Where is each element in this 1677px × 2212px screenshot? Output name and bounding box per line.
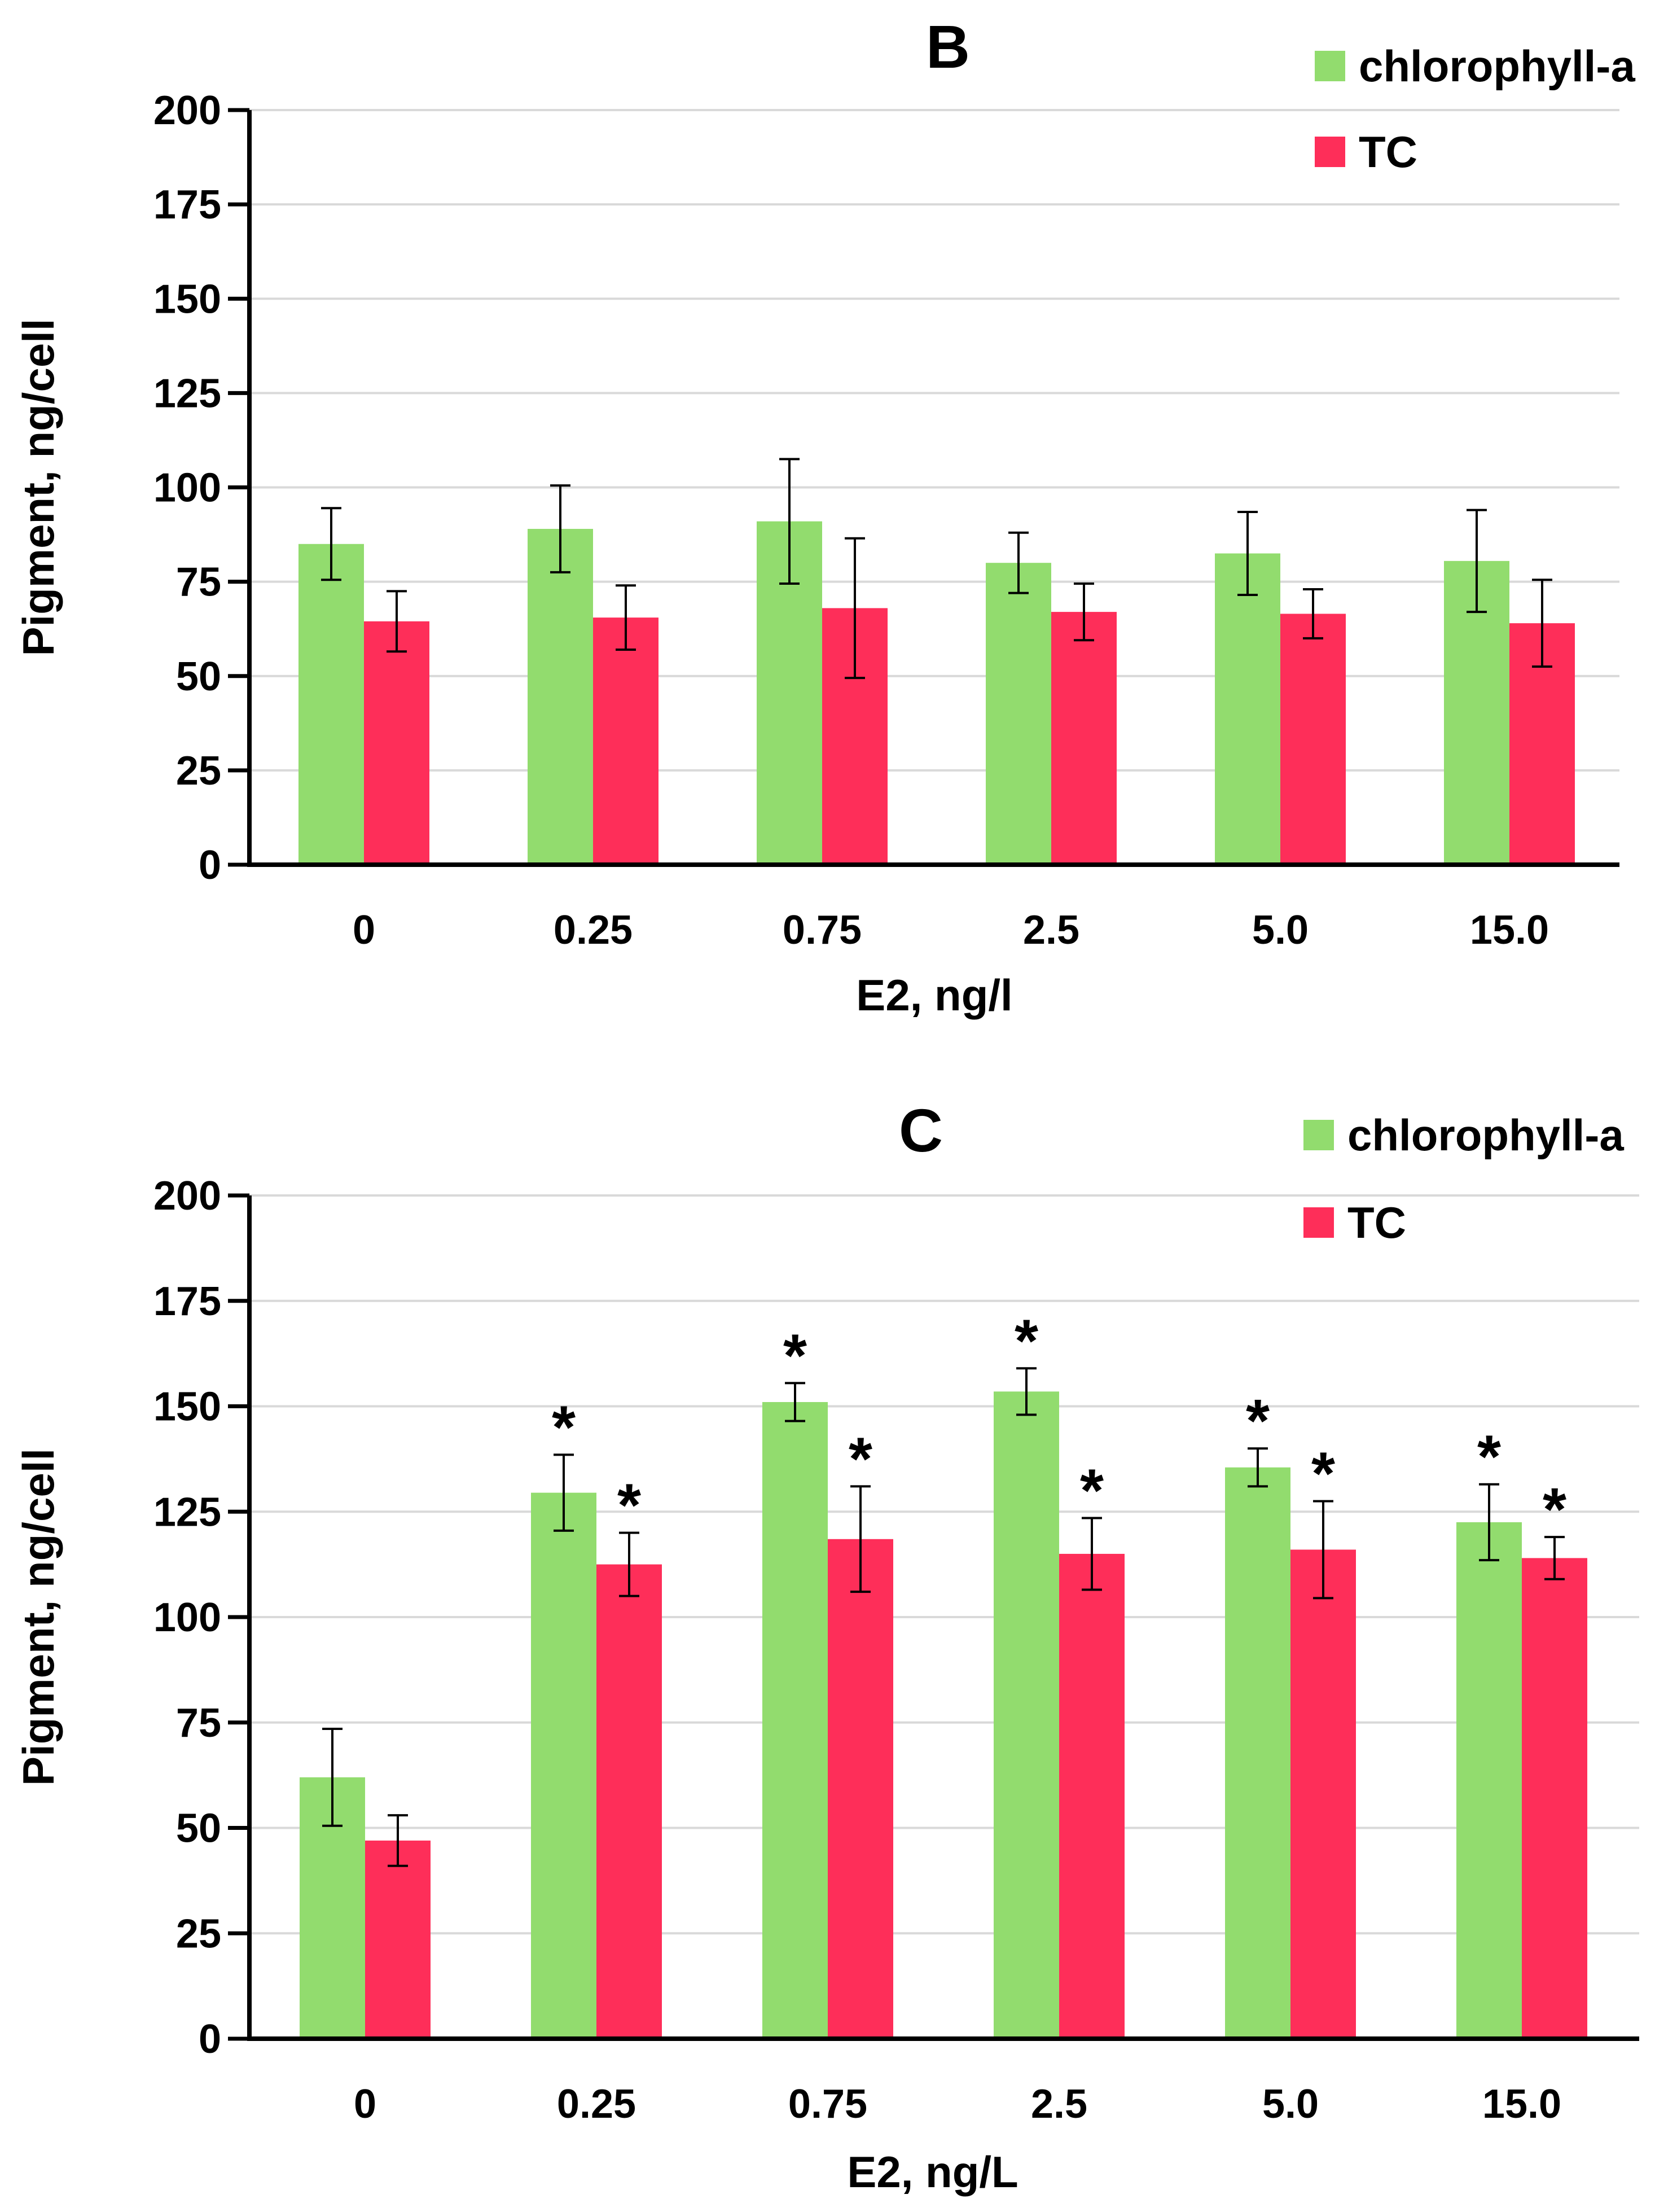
y-tick-label: 0 (199, 2017, 221, 2062)
legend-swatch (1315, 51, 1345, 81)
chart-panel-c: 0 25 50 75 100 125 150 175 200 0 * * 0.25 * * 0.75 * * 2.5… (14, 1096, 1639, 2197)
significance-star: * (1015, 1306, 1038, 1374)
significance-star: * (783, 1321, 807, 1389)
x-tick-label: 0.25 (554, 908, 633, 953)
significance-star: * (1477, 1422, 1501, 1491)
y-tick-label: 125 (153, 371, 221, 416)
bar-tc-4 (1280, 614, 1346, 865)
x-tick-label: 0.75 (788, 2082, 867, 2127)
y-tick-label: 175 (153, 1279, 221, 1324)
y-tick-label: 25 (176, 1911, 221, 1956)
legend-swatch (1315, 137, 1345, 167)
y-tick-label: 200 (153, 88, 221, 133)
bar-tc-1 (593, 617, 658, 865)
y-tick-label: 100 (153, 466, 221, 511)
y-tick-label: 200 (153, 1173, 221, 1219)
y-tick-label: 150 (153, 1385, 221, 1430)
y-tick-label: 75 (176, 560, 221, 605)
y-tick-label: 150 (153, 277, 221, 322)
legend-swatch (1303, 1120, 1334, 1150)
x-tick-label: 0 (353, 908, 375, 953)
panel-title-b: B (926, 12, 970, 81)
y-tick-label: 100 (153, 1595, 221, 1640)
x-tick-label: 5.0 (1252, 908, 1309, 953)
legend-label: chlorophyll-a (1359, 41, 1635, 91)
chart-panel-b: 0 25 50 75 100 125 150 175 200 0 0.25 0.75 2.5 5.0 15.… (14, 12, 1635, 1020)
x-axis-label: E2, ng/l (856, 970, 1012, 1020)
significance-star: * (1080, 1456, 1104, 1524)
y-tick-label: 0 (199, 843, 221, 888)
y-axis-label: Pigment, ng/cell (14, 1448, 63, 1786)
legend-swatch (1303, 1207, 1334, 1238)
significance-star: * (849, 1424, 872, 1492)
bar-tc-1 (596, 1564, 662, 2039)
bar-tc-3 (1059, 1553, 1125, 2039)
bar-chlorophyll-a-4 (1225, 1467, 1290, 2039)
bar-chlorophyll-a-2 (762, 1402, 828, 2039)
x-tick-label: 15.0 (1482, 2082, 1561, 2127)
bar-chlorophyll-a-3 (986, 563, 1051, 865)
bar-tc-4 (1290, 1549, 1356, 2039)
x-tick-label: 0.75 (783, 908, 862, 953)
significance-star: * (1246, 1386, 1270, 1455)
x-axis-label: E2, ng/L (847, 2147, 1018, 2197)
y-tick-label: 50 (176, 654, 221, 699)
y-axis-label: Pigment, ng/cell (14, 318, 63, 656)
legend-label: TC (1359, 127, 1417, 177)
significance-star: * (617, 1471, 641, 1539)
significance-star: * (1543, 1475, 1566, 1543)
y-tick-label: 75 (176, 1701, 221, 1746)
x-tick-label: 5.0 (1262, 2082, 1319, 2127)
bar-tc-3 (1051, 612, 1117, 865)
bar-tc-2 (828, 1539, 893, 2039)
x-tick-label: 2.5 (1031, 2082, 1087, 2127)
x-tick-label: 0 (354, 2082, 376, 2127)
bar-tc-0 (365, 1840, 431, 2039)
bar-chlorophyll-a-1 (531, 1492, 596, 2039)
y-tick-label: 50 (176, 1806, 221, 1851)
y-tick-label: 175 (153, 182, 221, 227)
legend-label: TC (1347, 1198, 1406, 1247)
panel-title-c: C (899, 1096, 943, 1164)
legend-label: chlorophyll-a (1347, 1110, 1624, 1160)
bar-tc-5 (1522, 1558, 1587, 2039)
bar-chlorophyll-a-0 (298, 544, 364, 865)
x-tick-label: 15.0 (1470, 908, 1549, 953)
bar-chlorophyll-a-4 (1215, 553, 1280, 865)
bar-chlorophyll-a-3 (994, 1391, 1059, 2039)
bar-chlorophyll-a-1 (528, 529, 593, 865)
significance-star: * (1311, 1439, 1335, 1508)
y-tick-label: 25 (176, 748, 221, 794)
bar-chlorophyll-a-5 (1456, 1522, 1522, 2039)
bar-tc-0 (364, 621, 429, 865)
significance-star: * (552, 1392, 576, 1461)
y-tick-label: 125 (153, 1490, 221, 1535)
x-tick-label: 2.5 (1023, 908, 1079, 953)
x-tick-label: 0.25 (557, 2082, 636, 2127)
